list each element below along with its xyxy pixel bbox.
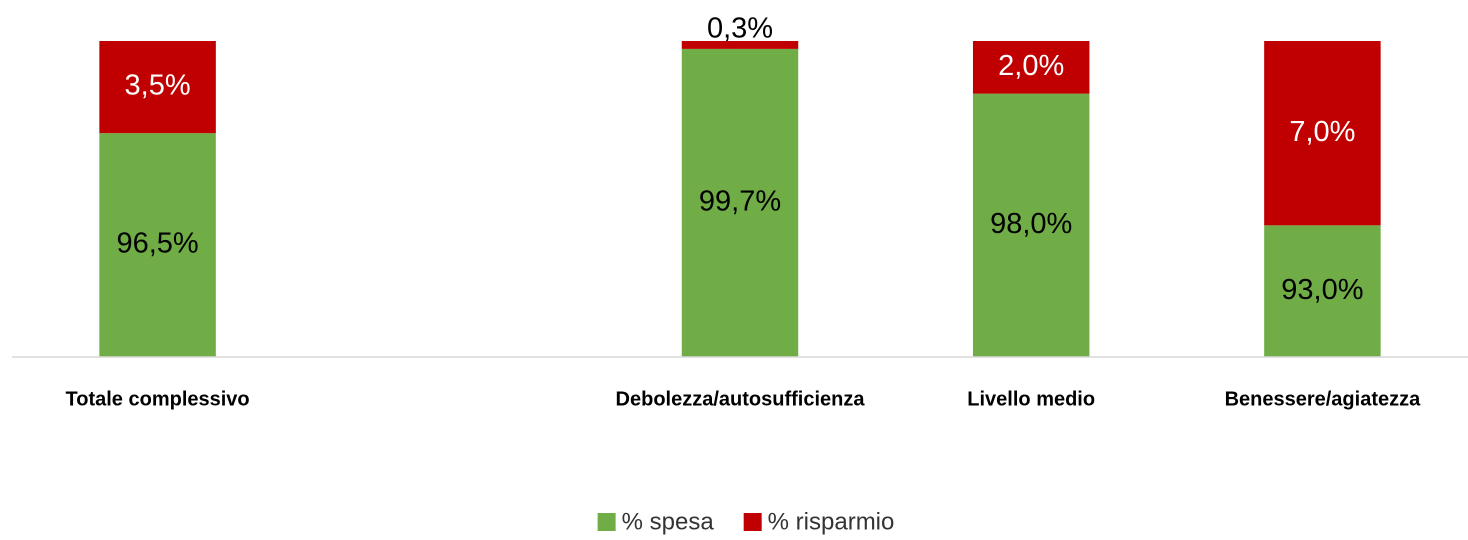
bar-segment: [1264, 41, 1381, 226]
data-label: 99,7%: [699, 186, 781, 218]
bar-segment: [972, 41, 1090, 94]
legend-label: % spesa: [622, 508, 715, 535]
x-tick-label: Totale complessivo: [66, 388, 250, 410]
data-label: 7,0%: [1289, 116, 1355, 148]
bar-segment: [1264, 225, 1381, 357]
x-tick-label: Debolezza/autosufficienza: [616, 388, 866, 410]
bar-segment: [99, 133, 216, 357]
data-label: 93,0%: [1281, 274, 1363, 306]
x-tick-label: Benessere/agiatezza: [1225, 388, 1422, 410]
bar-segment: [681, 41, 799, 49]
data-label: 3,5%: [125, 70, 191, 102]
bar-segment: [681, 48, 799, 358]
x-tick-label: Livello medio: [967, 388, 1095, 410]
data-label: 0,3%: [707, 13, 773, 45]
legend-label: % risparmio: [768, 508, 895, 535]
legend-swatch: [597, 513, 616, 531]
bar-segment: [972, 93, 1090, 358]
data-label: 98,0%: [990, 208, 1072, 240]
data-label: 96,5%: [116, 228, 198, 260]
data-label: 2,0%: [998, 50, 1064, 82]
bar-segment: [99, 41, 216, 134]
legend-swatch: [743, 513, 762, 531]
